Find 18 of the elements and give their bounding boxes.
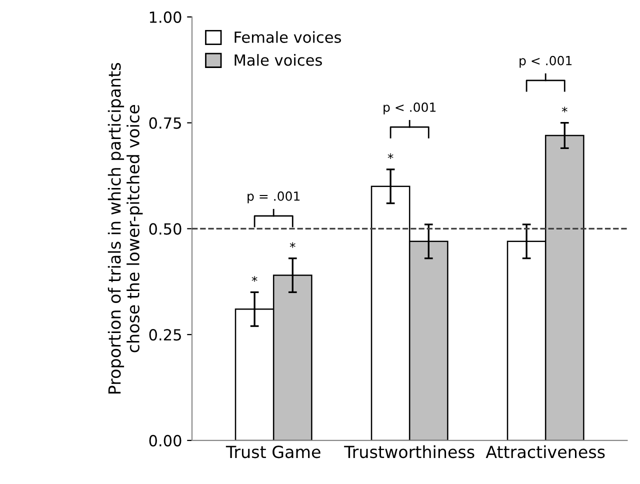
y-tick-label: 1.00 <box>150 11 182 23</box>
y-tick-label: 0.25 <box>149 329 181 341</box>
x-tick-label: Attractiveness <box>486 445 605 458</box>
y-tick-label: 0.50 <box>149 223 182 235</box>
data-label: * <box>562 106 568 112</box>
legend-label: Female voices <box>234 31 341 43</box>
annotation: p < .001 <box>520 56 572 68</box>
legend-label: Male voices <box>234 54 322 66</box>
annotation: p < .001 <box>384 102 436 114</box>
data-label: * <box>388 153 394 159</box>
y-axis-title: Proportion of trials in which participants chose the lower-pitched voice <box>108 62 143 394</box>
data-label: * <box>290 242 296 248</box>
annotation: p = .001 <box>248 191 300 204</box>
x-tick-label: Trustworthiness <box>344 445 474 458</box>
y-tick-label: 0.00 <box>149 434 182 446</box>
y-tick-label: 0.75 <box>149 117 181 129</box>
x-tick-label: Trust Game <box>226 446 320 458</box>
data-label: * <box>252 276 258 282</box>
